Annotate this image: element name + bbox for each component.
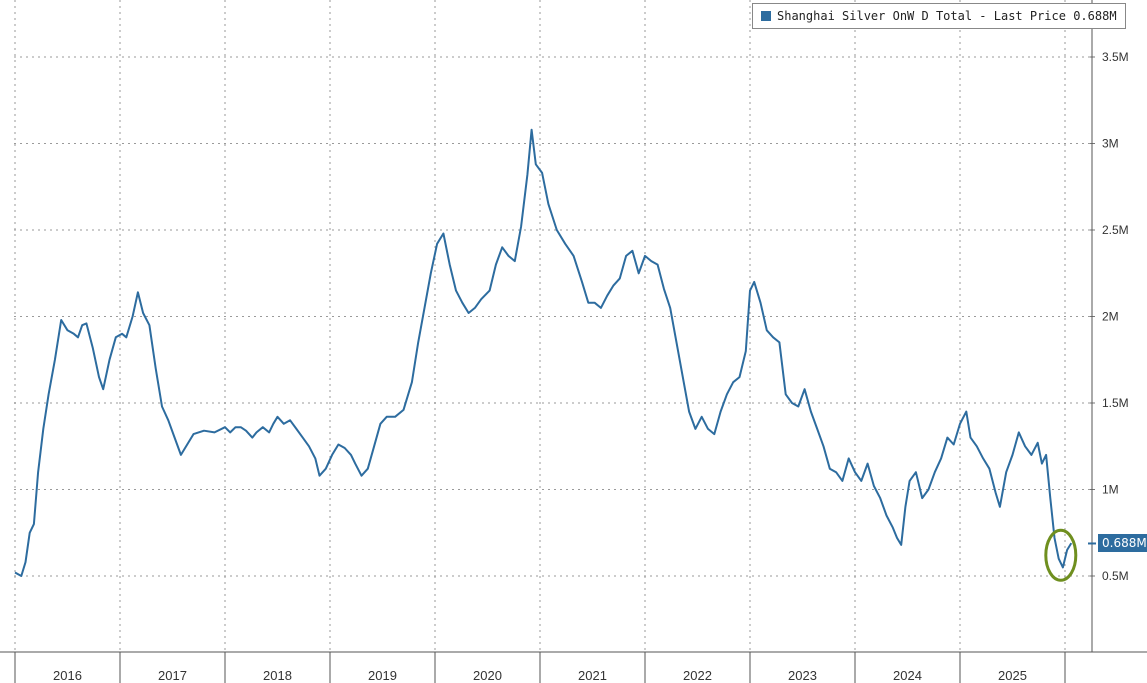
x-tick-label: 2021	[578, 668, 607, 683]
x-tick-label: 2016	[53, 668, 82, 683]
legend-label: Shanghai Silver OnW D Total - Last Price…	[777, 9, 1117, 23]
y-tick-label: 0.5M	[1102, 569, 1129, 583]
y-tick-label: 1M	[1102, 483, 1119, 497]
series-line-shanghai-silver	[14, 128, 1073, 577]
x-tick-label: 2017	[158, 668, 187, 683]
series	[14, 128, 1073, 577]
grid	[14, 0, 1092, 652]
highlight-circle	[1044, 528, 1078, 582]
x-tick-label: 2024	[893, 668, 922, 683]
y-tick-label: 2.5M	[1102, 223, 1129, 237]
x-tick-label: 2018	[263, 668, 292, 683]
x-tick-label: 2023	[788, 668, 817, 683]
y-tick-label: 3.5M	[1102, 50, 1129, 64]
legend: Shanghai Silver OnW D Total - Last Price…	[752, 3, 1126, 29]
last-price-tag: 0.688M	[1098, 534, 1147, 553]
x-tick-label: 2022	[683, 668, 712, 683]
x-tick-label: 2020	[473, 668, 502, 683]
x-tick-label: 2025	[998, 668, 1027, 683]
y-tick-label: 1.5M	[1102, 396, 1129, 410]
y-tick-label: 2M	[1102, 310, 1119, 324]
legend-swatch	[761, 11, 771, 21]
y-tick-label: 3M	[1102, 137, 1119, 151]
x-tick-label: 2019	[368, 668, 397, 683]
